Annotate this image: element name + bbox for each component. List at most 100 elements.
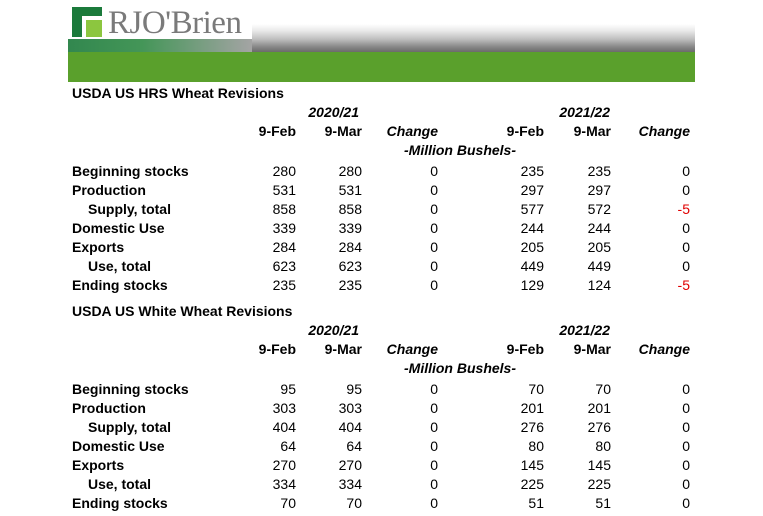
row-label: Exports (72, 239, 125, 255)
cell-value: 145 (587, 457, 611, 473)
cell-value: 334 (338, 476, 362, 492)
cell-value: 51 (528, 495, 544, 511)
column-header: 9-Mar (573, 341, 611, 357)
table-title: USDA US White Wheat Revisions (72, 303, 293, 319)
cell-value: 95 (280, 381, 296, 397)
row-label: Use, total (88, 476, 152, 492)
row-label: Supply, total (88, 201, 171, 217)
table-row: Use, total 334 334 0 225 225 0 (0, 475, 763, 494)
row-label: Supply, total (88, 419, 171, 435)
column-header: 9-Feb (506, 341, 544, 357)
cell-value: 225 (520, 476, 544, 492)
cell-value: 0 (682, 381, 690, 397)
cell-value: 623 (338, 258, 362, 274)
table-row: Supply, total 404 404 0 276 276 0 (0, 418, 763, 437)
cell-value: 0 (430, 258, 438, 274)
cell-value: 0 (682, 258, 690, 274)
cell-value: 280 (338, 163, 362, 179)
row-label: Ending stocks (72, 495, 168, 511)
row-label: Ending stocks (72, 277, 168, 293)
cell-value: 297 (520, 182, 544, 198)
column-header: 9-Mar (573, 123, 611, 139)
cell-value: 205 (520, 239, 544, 255)
cell-value: 339 (272, 220, 296, 236)
cell-value: 276 (520, 419, 544, 435)
cell-value: 201 (587, 400, 611, 416)
cell-value: 303 (338, 400, 362, 416)
cell-value: 276 (587, 419, 611, 435)
table-row: Use, total 623 623 0 449 449 0 (0, 257, 763, 276)
year-header-row: 2020/21 2021/22 (0, 103, 763, 122)
table-row: Exports 284 284 0 205 205 0 (0, 238, 763, 257)
marketing-year-label: 2021/22 (559, 322, 610, 338)
unit-row: -Million Bushels- (0, 359, 763, 378)
cell-value: 64 (346, 438, 362, 454)
cell-value: 270 (338, 457, 362, 473)
cell-value: 0 (430, 220, 438, 236)
table-row: Supply, total 858 858 0 577 572 -5 (0, 200, 763, 219)
cell-value: 531 (338, 182, 362, 198)
cell-value: 0 (430, 400, 438, 416)
cell-value: 70 (595, 381, 611, 397)
cell-value: 284 (272, 239, 296, 255)
cell-value: 235 (338, 277, 362, 293)
unit-label: -Million Bushels- (404, 142, 516, 158)
row-label: Beginning stocks (72, 381, 189, 397)
cell-value: 858 (338, 201, 362, 217)
cell-value: 95 (346, 381, 362, 397)
cell-value: 404 (272, 419, 296, 435)
column-header: Change (386, 341, 438, 357)
brand-name: RJO'Brien (108, 5, 242, 41)
cell-value: 0 (430, 476, 438, 492)
column-header: 9-Feb (258, 341, 296, 357)
row-label: Beginning stocks (72, 163, 189, 179)
row-label: Domestic Use (72, 438, 165, 454)
cell-value: 0 (682, 400, 690, 416)
cell-value: 235 (587, 163, 611, 179)
column-header: Change (638, 123, 690, 139)
table-title-row: USDA US HRS Wheat Revisions (0, 84, 763, 103)
cell-value: 70 (528, 381, 544, 397)
row-label: Production (72, 400, 146, 416)
unit-row: -Million Bushels- (0, 141, 763, 160)
cell-value: 0 (682, 438, 690, 454)
table-row: Domestic Use 64 64 0 80 80 0 (0, 437, 763, 456)
year-header-row: 2020/21 2021/22 (0, 321, 763, 340)
cell-value: 80 (528, 438, 544, 454)
cell-value: 0 (430, 457, 438, 473)
unit-label: -Million Bushels- (404, 360, 516, 376)
cell-value: 0 (430, 438, 438, 454)
cell-value: 235 (272, 277, 296, 293)
brand-logo: RJO'Brien (68, 2, 252, 52)
table-row: Domestic Use 339 339 0 244 244 0 (0, 219, 763, 238)
table-row: Production 303 303 0 201 201 0 (0, 399, 763, 418)
cell-value: -5 (677, 201, 690, 217)
cell-value: 577 (520, 201, 544, 217)
cell-value: -5 (677, 277, 690, 293)
cell-value: 0 (430, 277, 438, 293)
cell-value: 70 (280, 495, 296, 511)
header-banner: RJO'Brien (68, 0, 695, 82)
cell-value: 0 (430, 239, 438, 255)
cell-value: 0 (430, 201, 438, 217)
column-header: Change (638, 341, 690, 357)
cell-value: 0 (682, 182, 690, 198)
table-row: Beginning stocks 95 95 0 70 70 0 (0, 380, 763, 399)
table-row: Production 531 531 0 297 297 0 (0, 181, 763, 200)
cell-value: 124 (587, 277, 611, 293)
cell-value: 51 (595, 495, 611, 511)
column-header: 9-Mar (324, 123, 362, 139)
cell-value: 0 (682, 495, 690, 511)
table-row: Beginning stocks 280 280 0 235 235 0 (0, 162, 763, 181)
row-label: Production (72, 182, 146, 198)
cell-value: 0 (430, 495, 438, 511)
row-label: Exports (72, 457, 125, 473)
table-title-row: USDA US White Wheat Revisions (0, 302, 763, 321)
cell-value: 0 (682, 220, 690, 236)
table-row: Ending stocks 70 70 0 51 51 0 (0, 494, 763, 513)
header-green-band (68, 52, 695, 82)
cell-value: 244 (520, 220, 544, 236)
cell-value: 70 (346, 495, 362, 511)
cell-value: 297 (587, 182, 611, 198)
cell-value: 0 (430, 381, 438, 397)
